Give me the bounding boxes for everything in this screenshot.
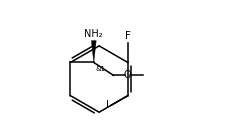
Text: NH₂: NH₂: [84, 29, 103, 39]
Text: &1: &1: [95, 66, 105, 72]
Text: O: O: [123, 70, 131, 80]
Polygon shape: [91, 41, 96, 62]
Text: F: F: [124, 31, 130, 41]
Text: I: I: [106, 100, 109, 110]
